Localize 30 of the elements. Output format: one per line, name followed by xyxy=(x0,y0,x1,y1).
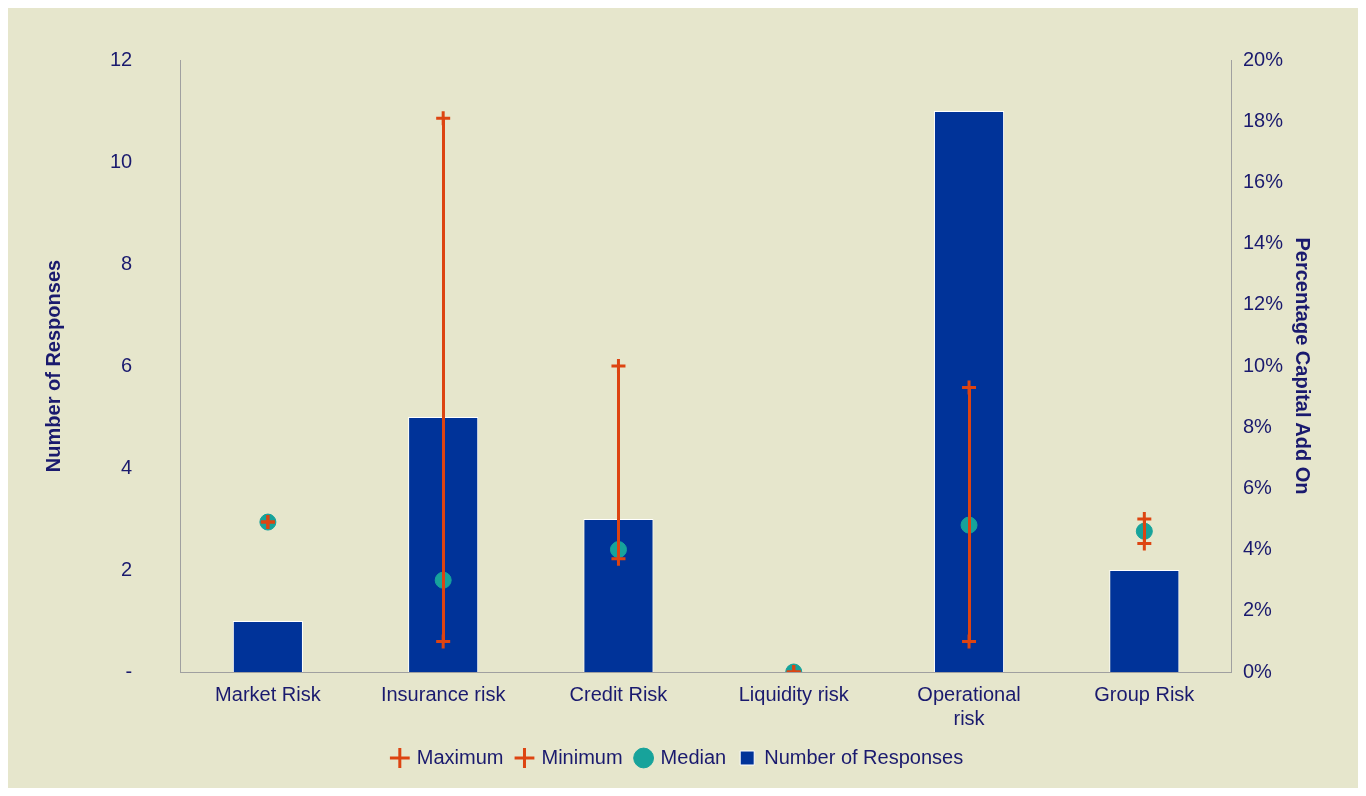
y2-tick-label: 0% xyxy=(1242,659,1273,682)
y2-tick-label: 16% xyxy=(1242,169,1284,192)
y-tick-label: 10 xyxy=(110,149,133,172)
y2-tick-label: 2% xyxy=(1242,598,1273,621)
y2-tick-label: 8% xyxy=(1242,414,1273,437)
legend-label: Maximum xyxy=(416,745,504,768)
y-tick-label: 8 xyxy=(121,251,133,274)
y2-tick-label: 20% xyxy=(1242,47,1284,70)
x-tick-label: Market Risk xyxy=(215,682,322,705)
y2-tick-label: 18% xyxy=(1242,108,1284,131)
y-tick-label: 4 xyxy=(121,455,133,478)
y2-tick-label: 6% xyxy=(1242,475,1273,498)
y2-tick-label: 10% xyxy=(1242,353,1284,376)
x-tick-label: Credit Risk xyxy=(569,682,669,705)
legend-label: Minimum xyxy=(541,745,623,768)
y-tick-label: 6 xyxy=(121,353,133,376)
y2-tick-label: 4% xyxy=(1242,537,1273,560)
y-tick-label: 2 xyxy=(121,557,133,580)
y-axis-title: Number of Responses xyxy=(41,259,64,473)
legend-label: Number of Responses xyxy=(764,745,964,768)
legend-label: Median xyxy=(660,745,727,768)
y2-tick-label: 14% xyxy=(1242,231,1284,254)
y2-tick-label: 12% xyxy=(1242,292,1284,315)
x-tick-label: Group Risk xyxy=(1094,682,1196,705)
x-tick-label: Operational risk xyxy=(917,682,1021,729)
y-tick-label: - xyxy=(125,659,133,682)
y2-axis-title: Percentage Capital Add On xyxy=(1292,237,1315,495)
y-tick-label: 12 xyxy=(110,47,133,70)
x-tick-label: Liquidity risk xyxy=(738,682,850,705)
x-tick-label: Insurance risk xyxy=(380,682,507,705)
